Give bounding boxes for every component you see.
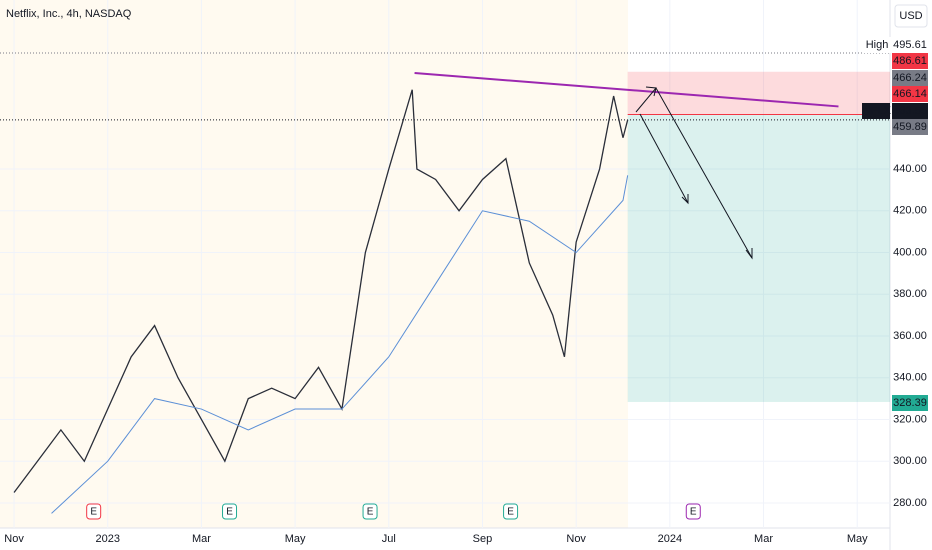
x-tick-label: 2023 <box>95 533 119 545</box>
earnings-label: E <box>507 507 514 518</box>
price-label: 466.14 <box>893 88 927 100</box>
y-tick-label: 440.00 <box>893 163 927 175</box>
y-tick-label: 300.00 <box>893 455 927 467</box>
price-label-box <box>892 395 928 411</box>
x-tick-label: May <box>847 533 868 545</box>
earnings-label: E <box>226 507 233 518</box>
x-tick-label: Jul <box>382 533 396 545</box>
price-label: 495.61 <box>893 39 927 51</box>
earnings-marker <box>503 503 519 520</box>
moving-average <box>51 175 629 514</box>
y-tick-label: 380.00 <box>893 288 927 300</box>
earnings-marker <box>222 503 238 520</box>
y-tick-label: 340.00 <box>893 372 927 384</box>
price-label-box <box>892 119 928 135</box>
target-zone <box>627 114 890 402</box>
price-label: 466.24 <box>893 72 927 84</box>
price-label-box <box>892 37 928 53</box>
x-tick-label: Nov <box>4 533 24 545</box>
price-line <box>13 89 629 493</box>
price-label-box <box>892 86 928 102</box>
y-tick-label: 420.00 <box>893 205 927 217</box>
earnings-marker <box>86 503 102 520</box>
x-tick-label: Mar <box>192 533 211 545</box>
earnings-marker <box>362 503 378 520</box>
earnings-label: E <box>690 507 697 518</box>
earnings-marker <box>685 503 701 520</box>
x-tick-label: May <box>285 533 306 545</box>
x-tick-label: Sep <box>473 533 493 545</box>
y-tick-label: 320.00 <box>893 413 927 425</box>
x-tick-label: 2024 <box>658 533 682 545</box>
price-label: 463.55 <box>893 105 927 117</box>
trendline <box>414 72 839 108</box>
earnings-label: E <box>90 507 97 518</box>
price-tag: High <box>866 39 889 51</box>
price-label: 486.61 <box>893 55 927 67</box>
x-tick-label: Mar <box>754 533 773 545</box>
price-label-box <box>892 70 928 86</box>
price-tag-box <box>864 37 892 53</box>
y-tick-label: 400.00 <box>893 246 927 258</box>
earnings-label: E <box>367 507 374 518</box>
price-label-box <box>892 103 928 119</box>
chart-title: Netflix, Inc., 4h, NASDAQ <box>6 8 132 20</box>
x-tick-label: Nov <box>566 533 586 545</box>
currency: USD <box>899 10 922 22</box>
price-label: 328.39 <box>893 397 927 409</box>
price-label-box <box>892 53 928 69</box>
price-label: 459.89 <box>893 121 927 133</box>
price-tag-box <box>862 103 890 119</box>
projection-arrows <box>635 86 753 260</box>
session-background <box>0 0 628 528</box>
y-tick-label: 360.00 <box>893 330 927 342</box>
price-tag: NFLX <box>863 105 892 117</box>
currency-button[interactable] <box>894 4 928 28</box>
y-tick-label: 280.00 <box>893 497 927 509</box>
